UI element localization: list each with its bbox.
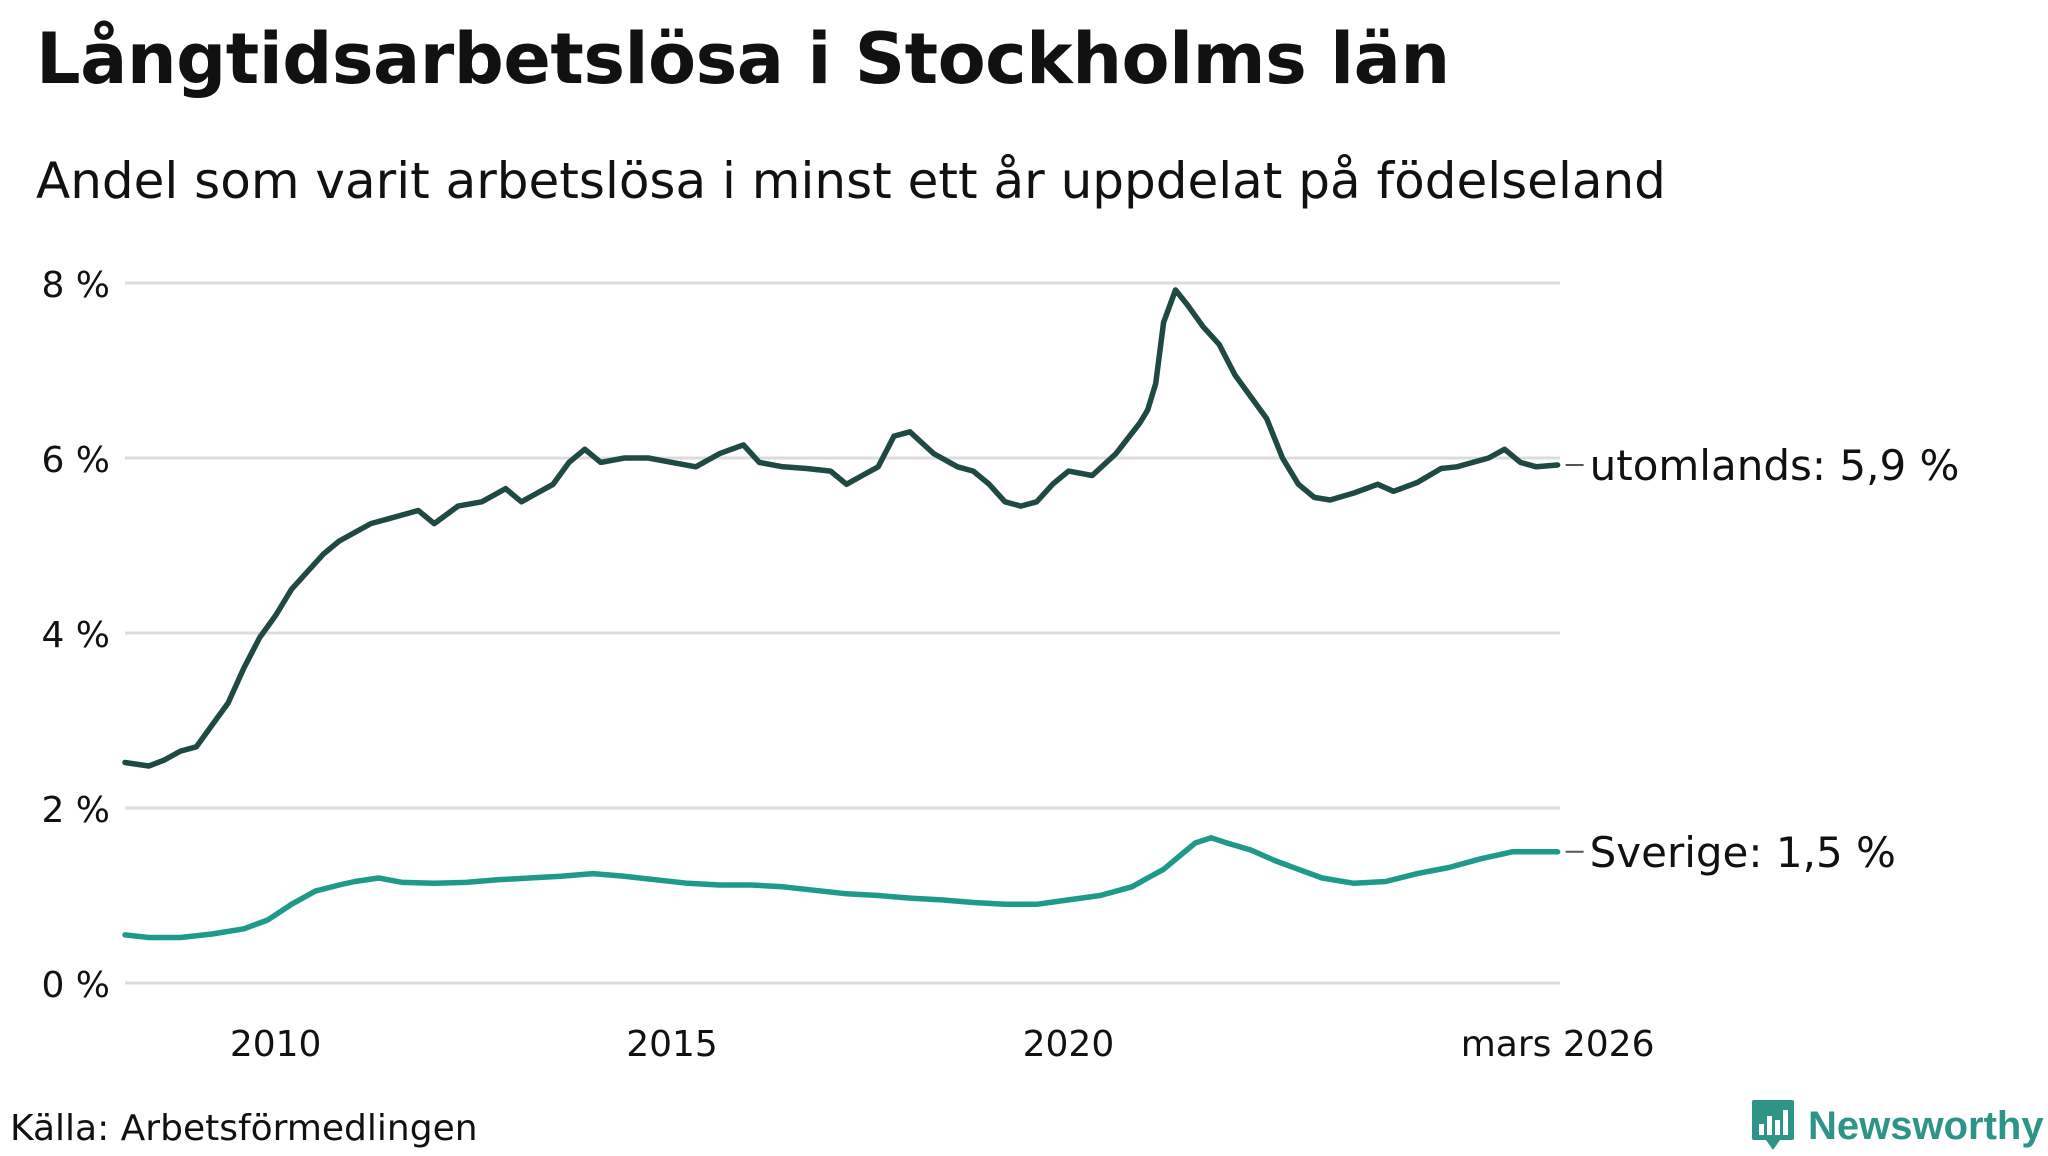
x-tick-label: mars 2026	[1461, 1024, 1655, 1065]
y-tick-label: 2 %	[41, 790, 110, 831]
y-tick-label: 0 %	[41, 965, 110, 1006]
x-tick-label: 2015	[626, 1024, 718, 1065]
y-tick-label: 6 %	[41, 440, 110, 481]
brand-name: Newsworthy	[1808, 1103, 2044, 1148]
newsworthy-chart-icon	[1752, 1100, 1794, 1150]
x-axis: 2010 2015 2020 mars 2026	[230, 1024, 1655, 1065]
chart-title: Långtidsarbetslösa i Stockholms län	[36, 18, 1450, 100]
gridlines	[125, 281, 1560, 985]
series-line-sverige	[122, 835, 1561, 941]
x-tick-label: 2010	[230, 1024, 322, 1065]
series-lines	[122, 287, 1561, 941]
y-tick-label: 8 %	[41, 265, 110, 306]
chart-subtitle: Andel som varit arbetslösa i minst ett å…	[36, 152, 1666, 210]
source-note: Källa: Arbetsförmedlingen	[10, 1108, 478, 1149]
y-axis: 0 % 2 % 4 % 6 % 8 %	[41, 265, 110, 1006]
x-tick-label: 2020	[1023, 1024, 1115, 1065]
series-end-labels: utomlands: 5,9 % Sverige: 1,5 %	[1565, 441, 1960, 877]
end-label-utomlands: utomlands: 5,9 %	[1590, 441, 1960, 490]
series-line-utomlands	[122, 287, 1561, 769]
y-tick-label: 4 %	[41, 615, 110, 656]
newsworthy-logo: Newsworthy	[1750, 1096, 2044, 1156]
end-label-sverige: Sverige: 1,5 %	[1590, 828, 1896, 877]
